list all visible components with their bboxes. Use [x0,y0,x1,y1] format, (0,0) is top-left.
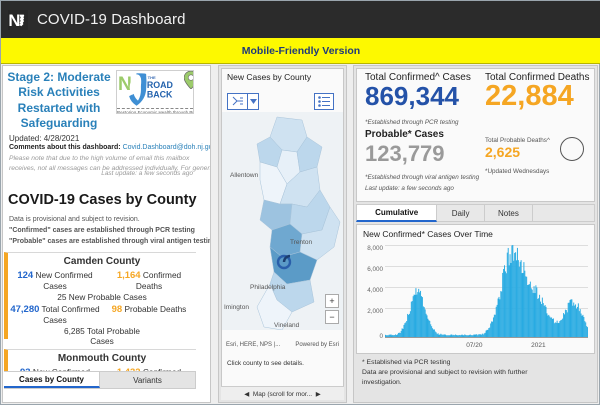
svg-text:N: N [8,10,20,29]
svg-text:THE: THE [148,75,156,80]
svg-text:N: N [118,74,132,95]
svg-text:ROAD: ROAD [147,80,174,90]
svg-text:BACK: BACK [147,90,173,100]
